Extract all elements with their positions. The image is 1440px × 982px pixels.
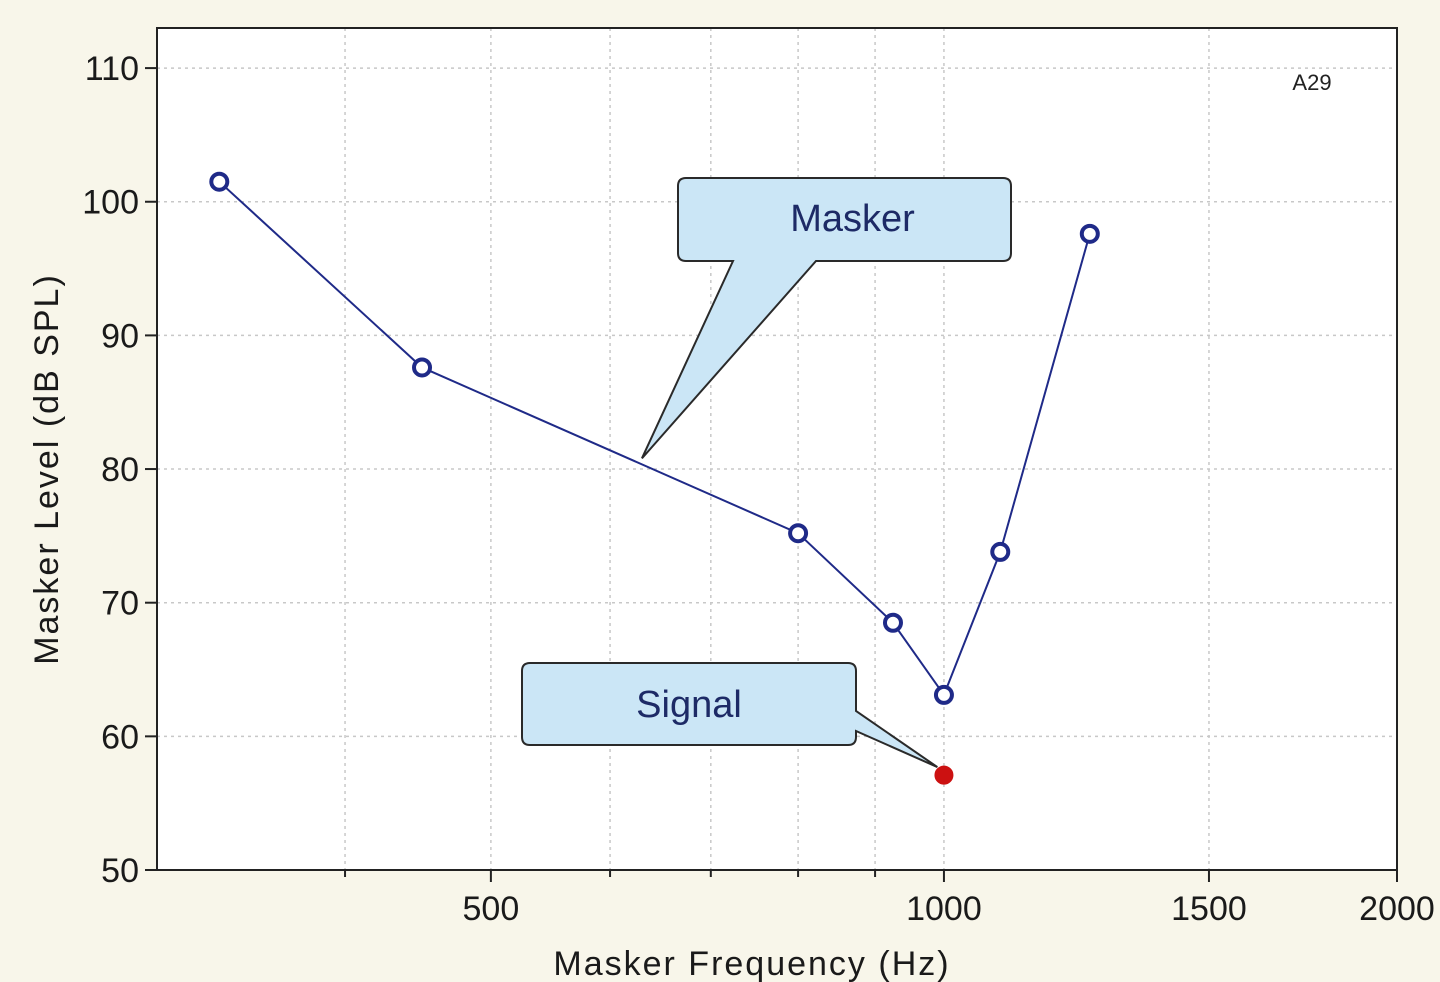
series-0-point bbox=[1079, 223, 1100, 244]
x-tick-label: 1000 bbox=[906, 890, 982, 928]
masker-callout-label: Masker bbox=[790, 198, 915, 240]
series-0-point bbox=[990, 541, 1011, 562]
plot-frame bbox=[156, 27, 1398, 871]
series-1-point bbox=[934, 765, 954, 785]
axis-ticks: 500 1000 1500 2000 50 60 70 80 90 100 110 bbox=[82, 50, 1435, 928]
y-tick-label: 110 bbox=[85, 50, 139, 88]
series-0-point bbox=[882, 612, 903, 633]
series-layer bbox=[209, 171, 1100, 785]
callout-layer: Masker Signal bbox=[521, 177, 1012, 769]
grid bbox=[157, 28, 1397, 870]
y-tick-label: 70 bbox=[101, 585, 139, 623]
series-0-point bbox=[209, 171, 230, 192]
x-tick-label: 2000 bbox=[1359, 890, 1435, 928]
corner-label: A29 bbox=[1292, 70, 1331, 95]
signal-callout bbox=[521, 662, 938, 769]
x-tick-label: 500 bbox=[463, 890, 520, 928]
y-tick-label: 100 bbox=[82, 184, 139, 222]
y-tick-label: 50 bbox=[101, 852, 139, 890]
series-0-point bbox=[788, 523, 809, 544]
y-axis-title: Masker Level (dB SPL) bbox=[28, 273, 66, 665]
x-axis-title: Masker Frequency (Hz) bbox=[553, 945, 950, 982]
series-0-point bbox=[412, 357, 433, 378]
y-tick-label: 80 bbox=[101, 451, 139, 489]
series-0-point bbox=[933, 684, 954, 705]
masker-callout bbox=[641, 177, 1012, 460]
y-tick-label: 60 bbox=[101, 718, 139, 756]
x-tick-label: 1500 bbox=[1171, 890, 1247, 928]
y-tick-label: 90 bbox=[101, 317, 139, 355]
signal-callout-label: Signal bbox=[636, 684, 742, 726]
